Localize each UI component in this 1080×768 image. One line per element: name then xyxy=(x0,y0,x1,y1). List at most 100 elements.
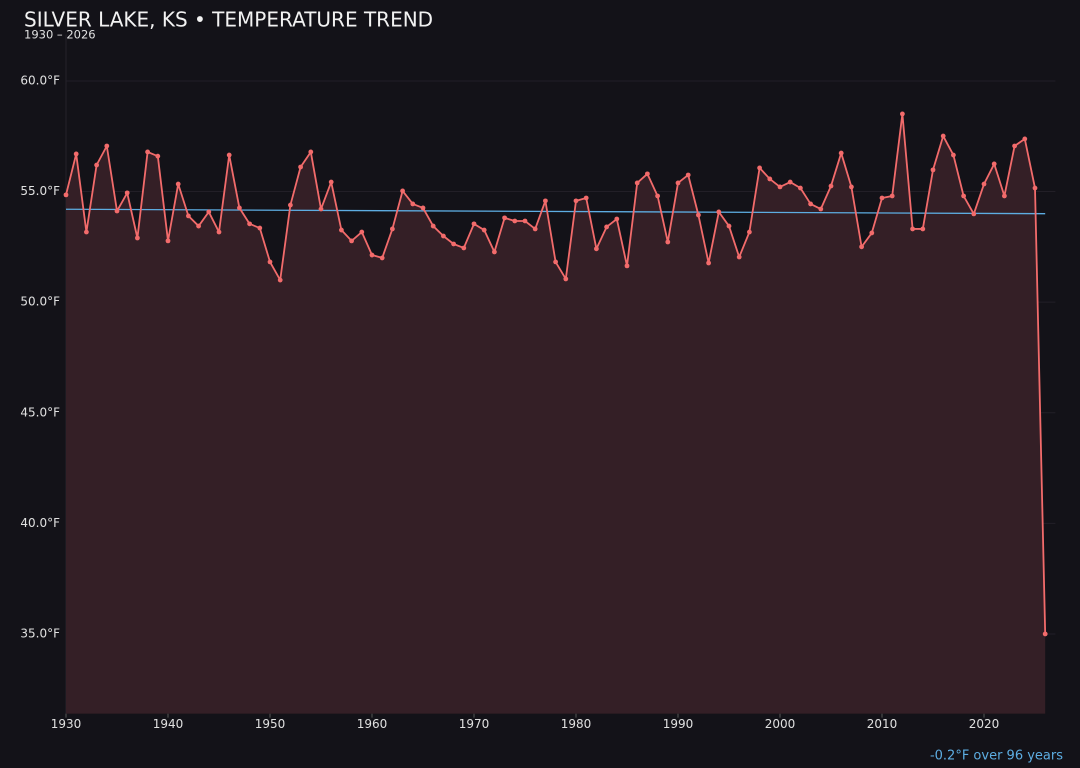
point xyxy=(849,184,854,190)
point xyxy=(736,254,742,260)
point xyxy=(114,208,120,214)
point xyxy=(991,161,997,167)
point xyxy=(655,193,660,199)
point xyxy=(369,252,375,258)
point xyxy=(124,190,130,196)
point xyxy=(696,212,701,218)
x-tick-label: 1930 xyxy=(51,717,82,731)
point xyxy=(981,181,987,187)
point xyxy=(645,171,650,177)
point xyxy=(155,153,161,159)
point xyxy=(328,179,334,185)
point xyxy=(583,195,589,201)
point xyxy=(961,193,966,199)
point xyxy=(634,180,640,186)
point xyxy=(532,226,538,232)
point xyxy=(747,229,752,235)
x-tick-label: 1960 xyxy=(357,717,388,731)
point xyxy=(726,223,732,229)
point xyxy=(1012,143,1017,149)
chart-title: SILVER LAKE, KS • TEMPERATURE TREND xyxy=(24,8,433,32)
chart-subtitle: 1930 – 2026 xyxy=(24,28,96,42)
point xyxy=(63,192,69,198)
point xyxy=(828,183,834,189)
point xyxy=(624,263,630,269)
point xyxy=(594,246,599,252)
point xyxy=(451,241,456,247)
point xyxy=(257,225,263,231)
point xyxy=(73,151,79,157)
point xyxy=(379,255,385,261)
x-tick-label: 2000 xyxy=(765,717,796,731)
point xyxy=(940,133,946,139)
point xyxy=(665,239,671,245)
point xyxy=(288,202,293,208)
point xyxy=(920,226,926,232)
point xyxy=(706,260,711,266)
point xyxy=(910,226,915,232)
point xyxy=(859,244,864,250)
y-tick-label: 35.0°F xyxy=(20,626,60,640)
point xyxy=(685,172,691,178)
x-tick-label: 2010 xyxy=(867,717,898,731)
point xyxy=(461,245,467,251)
x-tick-label: 1950 xyxy=(255,717,286,731)
point xyxy=(787,179,793,185)
point xyxy=(502,215,507,221)
point xyxy=(237,205,242,211)
point xyxy=(879,195,885,201)
point xyxy=(186,213,191,219)
point xyxy=(716,209,722,215)
trend-annotation: -0.2°F over 96 years xyxy=(930,749,1063,764)
point xyxy=(308,149,314,155)
point xyxy=(1022,136,1028,142)
point xyxy=(267,259,273,265)
point xyxy=(971,211,977,217)
point xyxy=(1042,631,1048,637)
point xyxy=(808,201,813,207)
point xyxy=(420,205,426,211)
point xyxy=(145,149,151,155)
point xyxy=(135,235,140,241)
point xyxy=(675,180,681,186)
point xyxy=(614,216,620,222)
point xyxy=(359,229,365,235)
point xyxy=(165,238,171,244)
point xyxy=(818,206,824,212)
point xyxy=(838,150,844,156)
point xyxy=(512,218,518,224)
point xyxy=(767,176,773,182)
point xyxy=(553,259,558,265)
point xyxy=(430,223,436,229)
x-tick-label: 2020 xyxy=(969,717,1000,731)
point xyxy=(247,221,253,227)
x-tick-label: 1980 xyxy=(561,717,592,731)
point xyxy=(563,276,569,282)
point xyxy=(94,162,99,168)
trend-line xyxy=(65,208,1046,215)
point xyxy=(277,277,283,283)
point xyxy=(951,152,956,158)
point xyxy=(339,227,344,233)
point xyxy=(104,143,110,149)
point xyxy=(1032,185,1038,191)
point xyxy=(889,193,895,199)
point xyxy=(777,184,783,190)
point xyxy=(471,221,477,227)
area xyxy=(66,113,1046,714)
point xyxy=(390,226,395,232)
point xyxy=(869,230,875,236)
point xyxy=(196,223,202,229)
point xyxy=(175,181,181,187)
point xyxy=(543,198,548,204)
point xyxy=(481,227,487,233)
point xyxy=(349,238,354,244)
point xyxy=(441,233,446,239)
y-tick-label: 45.0°F xyxy=(20,405,60,419)
y-tick-label: 55.0°F xyxy=(20,184,60,198)
point xyxy=(226,152,232,158)
x-tick-label: 1990 xyxy=(663,717,694,731)
point xyxy=(930,167,936,173)
